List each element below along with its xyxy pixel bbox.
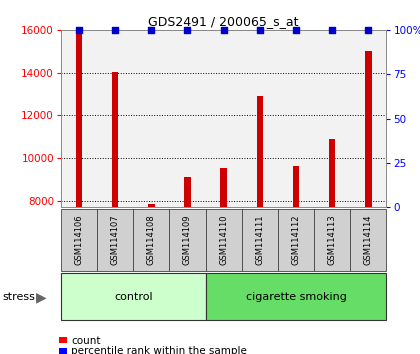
Text: GSM114106: GSM114106 <box>74 215 84 265</box>
Text: control: control <box>114 292 152 302</box>
Text: GSM114107: GSM114107 <box>110 215 120 265</box>
Bar <box>365 51 372 207</box>
Bar <box>184 177 191 207</box>
Bar <box>329 139 336 207</box>
Bar <box>148 204 155 207</box>
Bar <box>293 166 299 207</box>
Bar <box>257 96 263 207</box>
Bar <box>220 168 227 207</box>
Point <box>329 27 336 33</box>
Point <box>112 27 118 33</box>
Text: GSM114109: GSM114109 <box>183 215 192 265</box>
Text: cigarette smoking: cigarette smoking <box>246 292 346 302</box>
Bar <box>76 32 82 207</box>
Point <box>365 27 372 33</box>
Point <box>257 27 263 33</box>
Text: count: count <box>71 336 101 346</box>
Point <box>220 27 227 33</box>
Point <box>184 27 191 33</box>
Text: GSM114111: GSM114111 <box>255 215 264 265</box>
Bar <box>112 72 118 207</box>
Title: GDS2491 / 200065_s_at: GDS2491 / 200065_s_at <box>148 15 299 28</box>
Text: GSM114112: GSM114112 <box>291 215 300 265</box>
Point <box>76 27 82 33</box>
Point <box>148 27 155 33</box>
Text: ▶: ▶ <box>36 290 47 304</box>
Text: GSM114113: GSM114113 <box>328 215 337 265</box>
Text: percentile rank within the sample: percentile rank within the sample <box>71 346 247 354</box>
Text: stress: stress <box>2 292 35 302</box>
Point <box>293 27 299 33</box>
Text: GSM114110: GSM114110 <box>219 215 228 265</box>
Text: GSM114108: GSM114108 <box>147 215 156 265</box>
Text: GSM114114: GSM114114 <box>364 215 373 265</box>
